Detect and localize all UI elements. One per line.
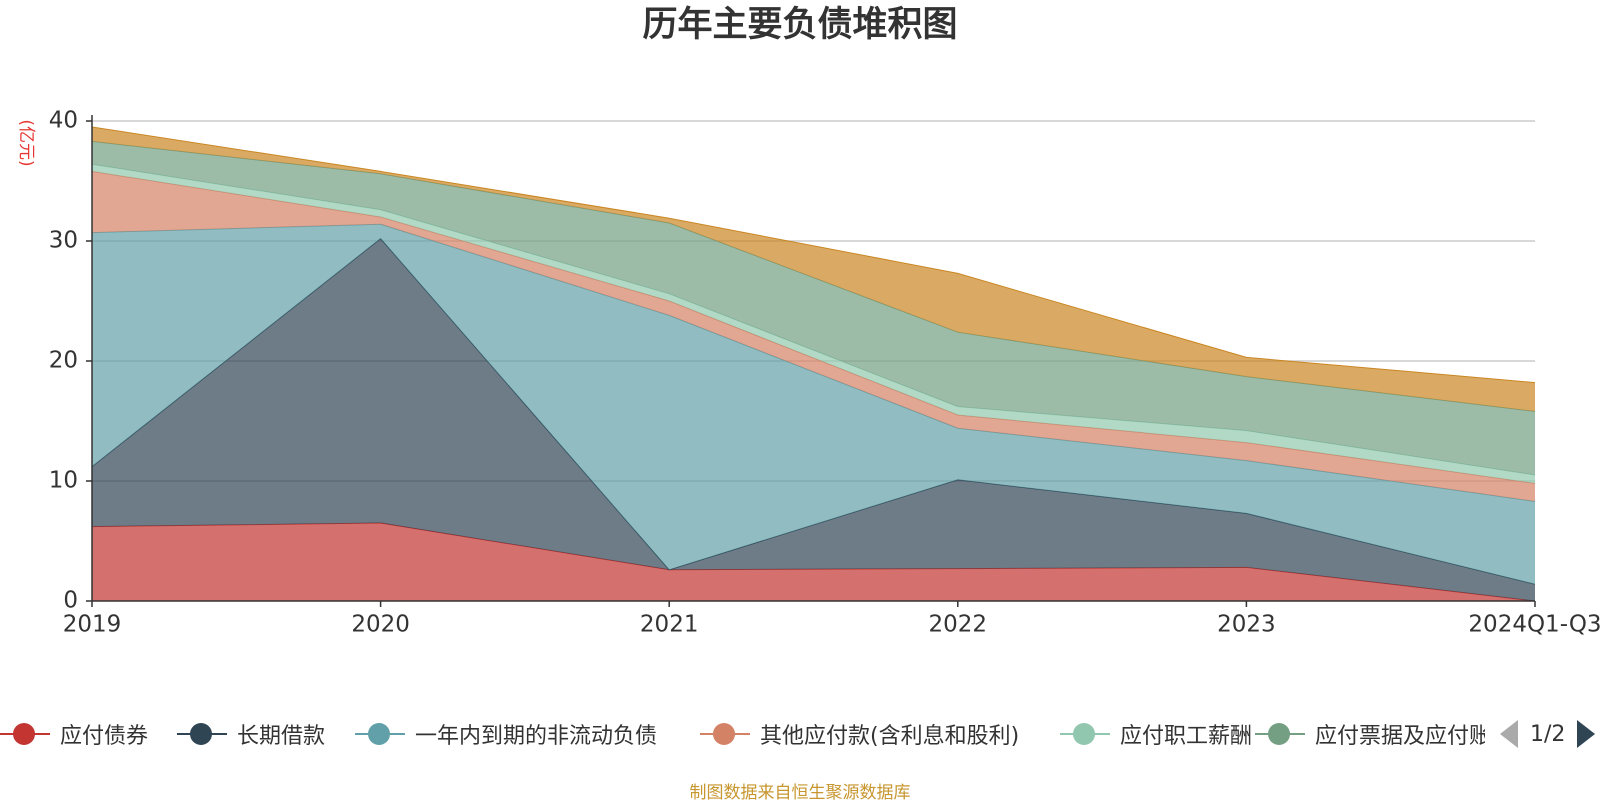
legend-pager: 1/2 bbox=[1500, 714, 1596, 754]
legend-item-0[interactable]: 应付债券 bbox=[0, 714, 148, 754]
y-tick-label: 10 bbox=[49, 468, 78, 494]
area-series-0[interactable] bbox=[92, 523, 1535, 601]
y-tick-label: 30 bbox=[49, 228, 78, 254]
area-series-2[interactable] bbox=[92, 224, 1535, 585]
legend-label: 其他应付款(含利息和股利) bbox=[760, 724, 1020, 749]
legend-label: 一年内到期的非流动负债 bbox=[415, 724, 658, 749]
area-series-6[interactable] bbox=[92, 127, 1535, 412]
axes: 0 10 20 30 40 2019 2020 2021 2022 2023 2024Q1-Q3 bbox=[49, 108, 1600, 638]
legend-marker-icon bbox=[355, 722, 405, 746]
legend-label: 应付债券 bbox=[60, 724, 149, 749]
area-series-3[interactable] bbox=[92, 171, 1535, 502]
legend-label: 长期借款 bbox=[237, 724, 326, 749]
legend-marker-icon bbox=[1255, 722, 1305, 746]
legend-item-5[interactable]: 应付票据及应付账款 bbox=[1255, 714, 1485, 754]
y-tick-label: 20 bbox=[49, 348, 78, 374]
legend-prev-arrow-icon[interactable] bbox=[1500, 720, 1518, 748]
area-series-5[interactable] bbox=[92, 141, 1535, 475]
legend-item-4[interactable]: 应付职工薪酬 bbox=[1060, 714, 1252, 754]
series-line-6 bbox=[91, 126, 1536, 384]
area-series-1[interactable] bbox=[92, 238, 1535, 601]
y-axis-label: (亿元) bbox=[16, 119, 36, 166]
legend-clip-region: 应付票据及应付账款 bbox=[1255, 714, 1485, 754]
x-tick-label: 2021 bbox=[640, 612, 699, 638]
legend-label: 应付票据及应付账款 bbox=[1315, 724, 1485, 749]
legend: 应付债券 长期借款 一年内到期的非流动负债 其他应付款(含利息和股利) 应付职工薪酬 应付… bbox=[0, 714, 1600, 754]
x-tick-label: 2024Q1-Q3 bbox=[1468, 612, 1600, 638]
legend-next-arrow-icon[interactable] bbox=[1577, 720, 1596, 748]
legend-label: 应付职工薪酬 bbox=[1120, 724, 1253, 749]
chart-title: 历年主要负债堆积图 bbox=[642, 5, 958, 45]
legend-marker-icon bbox=[177, 722, 227, 746]
x-tick-label: 2023 bbox=[1217, 612, 1276, 638]
legend-marker-icon bbox=[700, 722, 750, 746]
legend-marker-icon bbox=[0, 722, 50, 746]
legend-marker-icon bbox=[1060, 722, 1110, 746]
x-tick-label: 2020 bbox=[351, 612, 410, 638]
y-tick-label: 0 bbox=[63, 588, 78, 614]
x-tick-label: 2019 bbox=[63, 612, 122, 638]
legend-item-1[interactable]: 长期借款 bbox=[177, 714, 325, 754]
y-tick-label: 40 bbox=[49, 108, 78, 134]
x-tick-label: 2022 bbox=[929, 612, 988, 638]
legend-item-2[interactable]: 一年内到期的非流动负债 bbox=[355, 714, 657, 754]
legend-page-indicator: 1/2 bbox=[1530, 721, 1566, 747]
stacked-areas bbox=[91, 126, 1536, 602]
source-note: 制图数据来自恒生聚源数据库 bbox=[689, 783, 911, 803]
legend-item-3[interactable]: 其他应付款(含利息和股利) bbox=[700, 714, 1019, 754]
